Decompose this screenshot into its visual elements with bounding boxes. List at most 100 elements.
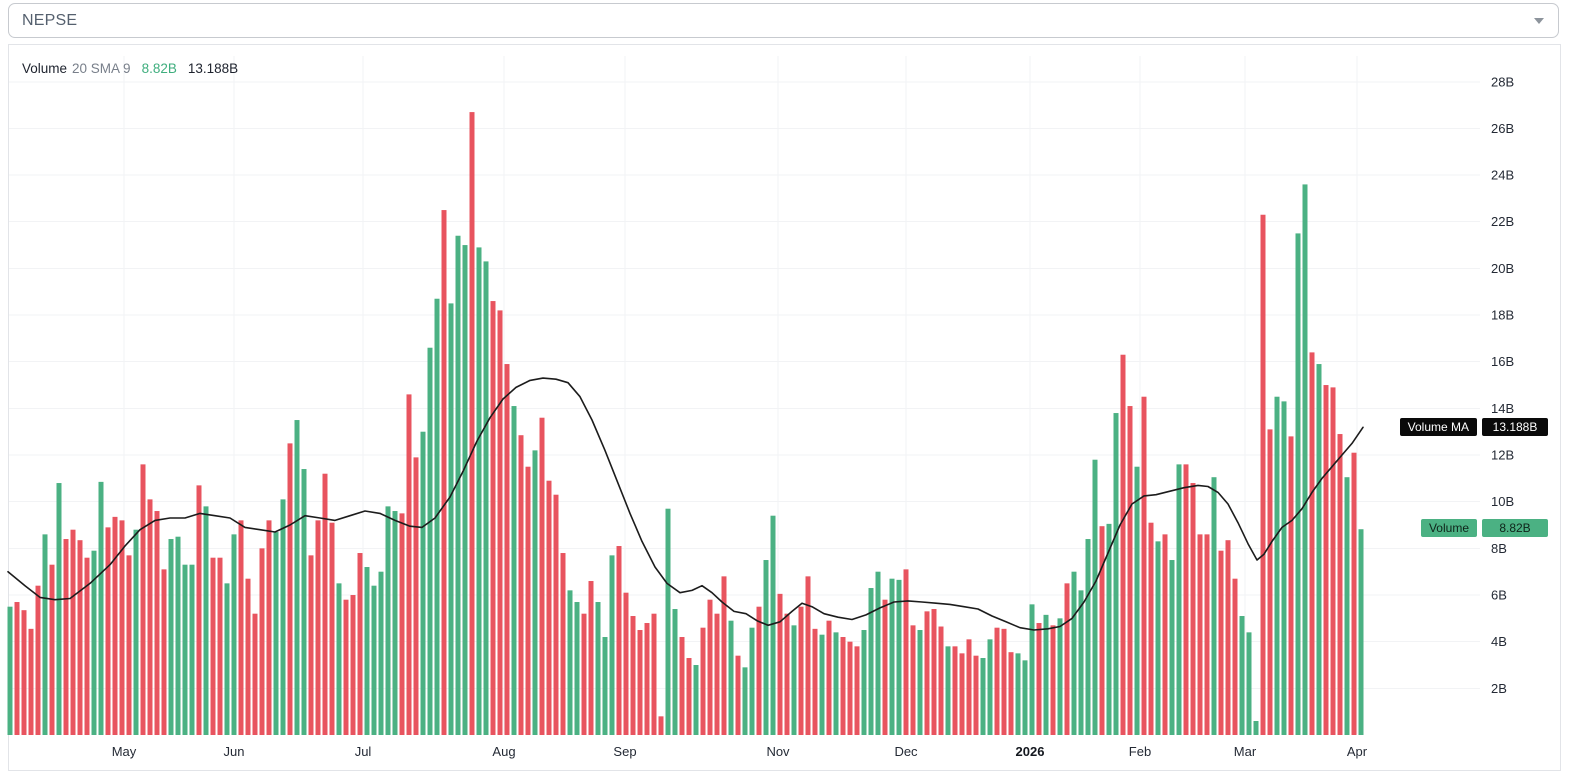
- volume-bar: [763, 560, 769, 735]
- legend-settings: 20 SMA 9: [72, 61, 131, 76]
- volume-bar: [1162, 534, 1168, 735]
- x-axis-label: Mar: [1234, 744, 1257, 759]
- y-axis-label: 2B: [1491, 681, 1507, 696]
- volume-bar: [266, 520, 272, 735]
- x-axis-label: Nov: [766, 744, 790, 759]
- y-axis-label: 4B: [1491, 634, 1507, 649]
- volume-bar: [1169, 560, 1175, 735]
- volume-bar: [1351, 452, 1357, 735]
- volume-bar: [399, 513, 405, 735]
- volume-bar: [357, 553, 363, 735]
- volume-bar: [1204, 534, 1210, 735]
- volume-bar: [1099, 526, 1105, 735]
- volume-bar: [574, 602, 580, 735]
- symbol-value[interactable]: NEPSE: [22, 11, 78, 29]
- volume-bar: [539, 417, 545, 735]
- volume-bar: [210, 557, 216, 735]
- volume-bar: [560, 553, 566, 735]
- volume-bar: [1106, 523, 1112, 735]
- volume-bar: [154, 511, 160, 735]
- volume-bar: [1225, 540, 1231, 735]
- volume-bar: [525, 466, 531, 735]
- volume-bar: [819, 634, 825, 735]
- x-axis-label: Jun: [224, 744, 245, 759]
- volume-bar: [119, 520, 125, 735]
- y-axis-label: 24B: [1491, 168, 1514, 183]
- volume-bar: [448, 303, 454, 735]
- volume-bar: [1015, 653, 1021, 735]
- symbol-search-input[interactable]: NEPSE: [8, 3, 1559, 38]
- volume-bar: [518, 435, 524, 735]
- volume-bar: [1022, 660, 1028, 735]
- volume-bar: [861, 630, 867, 735]
- volume-bar: [1218, 550, 1224, 735]
- volume-bar: [378, 571, 384, 735]
- volume-bar: [847, 641, 853, 735]
- volume-bar: [1113, 413, 1119, 735]
- volume-bar: [238, 520, 244, 735]
- volume-bar: [196, 485, 202, 735]
- volume-bar: [1232, 578, 1238, 735]
- x-axis-label: Sep: [613, 744, 636, 759]
- y-axis-label: 12B: [1491, 448, 1514, 463]
- y-axis-label: 28B: [1491, 74, 1514, 89]
- volume-bar: [686, 658, 692, 735]
- volume-bar: [91, 550, 97, 735]
- volume-bar: [1330, 387, 1336, 735]
- volume-bar: [756, 606, 762, 735]
- volume-bar: [987, 639, 993, 735]
- x-axis-label: May: [112, 744, 137, 759]
- volume-bar: [329, 522, 335, 735]
- volume-bar: [371, 585, 377, 735]
- x-axis-label: Apr: [1347, 744, 1368, 759]
- volume-bar: [168, 539, 174, 735]
- volume-bar: [21, 610, 27, 735]
- volume-bar: [147, 499, 153, 735]
- volume-bar: [553, 494, 559, 735]
- volume-bar: [1358, 529, 1364, 735]
- volume-bar: [889, 578, 895, 735]
- volume-bar: [959, 653, 965, 735]
- volume-bar: [1029, 604, 1035, 735]
- volume-bar: [938, 626, 944, 735]
- x-axis-label: Dec: [894, 744, 918, 759]
- volume-bar: [203, 506, 209, 735]
- volume-bar: [511, 406, 517, 735]
- volume-bar: [973, 655, 979, 735]
- volume-bar: [777, 593, 783, 735]
- chevron-down-icon[interactable]: [1534, 17, 1544, 24]
- volume-bar: [623, 592, 629, 735]
- volume-bar: [217, 557, 223, 735]
- volume-bar: [1183, 464, 1189, 735]
- volume-bar: [1267, 429, 1273, 735]
- volume-bar: [532, 450, 538, 735]
- volume-bar: [336, 583, 342, 735]
- volume-bar: [140, 464, 146, 735]
- volume-bar: [1134, 466, 1140, 735]
- volume-bar: [1078, 590, 1084, 735]
- volume-bar: [483, 261, 489, 735]
- volume-bar: [1092, 459, 1098, 735]
- volume-bar: [651, 613, 657, 735]
- y-axis-label: 6B: [1491, 588, 1507, 603]
- volume-bar: [280, 499, 286, 735]
- volume-bar: [504, 364, 510, 735]
- volume-bar: [630, 616, 636, 735]
- volume-bar: [798, 606, 804, 735]
- volume-bar: [322, 473, 328, 735]
- volume-bar: [714, 613, 720, 735]
- volume-bar: [497, 310, 503, 735]
- volume-bar: [980, 658, 986, 735]
- volume-bar: [42, 534, 48, 735]
- volume-bar: [315, 520, 321, 735]
- volume-bar: [455, 235, 461, 735]
- volume-bar: [70, 529, 76, 735]
- y-axis-label: 8B: [1491, 541, 1507, 556]
- volume-bar: [840, 637, 846, 735]
- volume-bar: [882, 599, 888, 735]
- volume-bar: [1001, 628, 1007, 735]
- volume-bar: [105, 527, 111, 735]
- volume-bar: [1043, 614, 1049, 735]
